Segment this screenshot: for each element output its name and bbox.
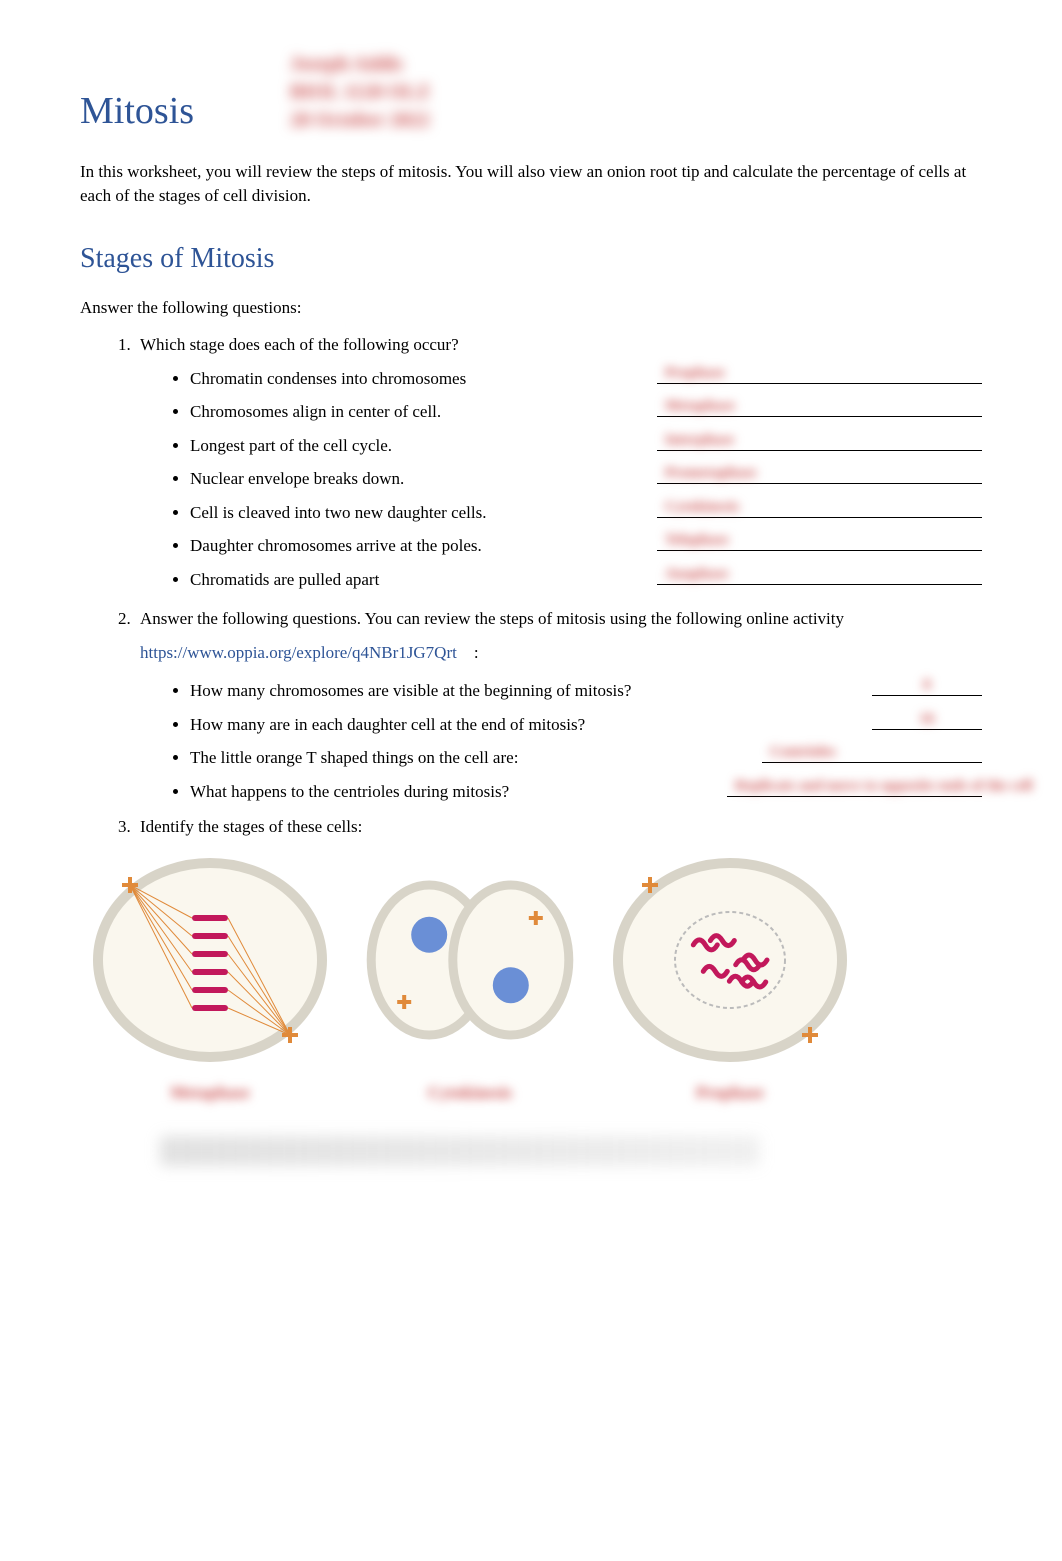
cell-stage-label-blurred: Metaphase: [80, 1080, 340, 1106]
q1-item-text: Chromatin condenses into chromosomes: [190, 366, 466, 392]
q1-item: Daughter chromosomes arrive at the poles…: [190, 533, 982, 559]
question-3: Identify the stages of these cells: Meta…: [135, 814, 982, 1106]
answer-blank: 16: [872, 712, 982, 730]
blurred-answer: Prophase: [665, 362, 725, 385]
answer-blank: Replicate and move to opposite ends of t…: [727, 779, 982, 797]
q2-item: How many are in each daughter cell at th…: [190, 712, 982, 738]
blurred-answer: 16: [920, 708, 935, 731]
q1-item: Chromosomes align in center of cell. Meta…: [190, 399, 982, 425]
cell-stage-label-blurred: Prophase: [600, 1080, 860, 1106]
q2-item-text: The little orange T shaped things on the…: [190, 745, 518, 771]
q1-item: Longest part of the cell cycle. Interphas…: [190, 433, 982, 459]
student-info-blurred: Joseph Addis BIOL 1120 OLZ 28 October 20…: [290, 50, 430, 134]
question-1: Which stage does each of the following o…: [135, 332, 982, 592]
q1-item: Nuclear envelope breaks down. Prometaphas…: [190, 466, 982, 492]
blurred-answer: Centrioles: [770, 741, 836, 764]
section-heading: Stages of Mitosis: [80, 238, 982, 280]
q1-item: Chromatin condenses into chromosomes Prop…: [190, 366, 982, 392]
answer-blank: Prometaphase: [657, 466, 982, 484]
cell-stage-label-blurred: Cytokinesis: [340, 1080, 600, 1106]
blurred-answer: 8: [923, 674, 931, 697]
answer-blank: Anaphase: [657, 567, 982, 585]
footer-blurred: [160, 1136, 760, 1166]
answer-blank: Metaphase: [657, 399, 982, 417]
q1-item-text: Daughter chromosomes arrive at the poles…: [190, 533, 482, 559]
blurred-answer: Metaphase: [665, 395, 735, 418]
q1-item: Chromatids are pulled apart Anaphase: [190, 567, 982, 593]
instruction-text: Answer the following questions:: [80, 295, 982, 321]
blurred-answer: Prometaphase: [665, 462, 756, 485]
answer-blank: Cytokinesis: [657, 500, 982, 518]
answer-blank: Telophase: [657, 533, 982, 551]
answer-blank: 8: [872, 678, 982, 696]
q2-item-text: What happens to the centrioles during mi…: [190, 779, 509, 805]
q2-item-text: How many chromosomes are visible at the …: [190, 678, 631, 704]
cell-diagram: Metaphase: [80, 855, 340, 1106]
cell-diagram: Prophase: [600, 855, 860, 1106]
activity-link[interactable]: https://www.oppia.org/explore/q4NBr1JG7Q…: [140, 643, 457, 662]
answer-blank: Prophase: [657, 366, 982, 384]
q2-item: How many chromosomes are visible at the …: [190, 678, 982, 704]
blurred-answer: Anaphase: [665, 563, 728, 586]
cell-diagram: Cytokinesis: [340, 855, 600, 1106]
answer-blank: Interphase: [657, 433, 982, 451]
q1-item: Cell is cleaved into two new daughter ce…: [190, 500, 982, 526]
q1-item-text: Nuclear envelope breaks down.: [190, 466, 404, 492]
answer-blank: Centrioles: [762, 745, 982, 763]
q1-item-text: Longest part of the cell cycle.: [190, 433, 392, 459]
q2-item: The little orange T shaped things on the…: [190, 745, 982, 771]
q2-item-text: How many are in each daughter cell at th…: [190, 712, 585, 738]
blurred-answer: Replicate and move to opposite ends of t…: [735, 775, 1032, 798]
blurred-answer: Cytokinesis: [665, 496, 739, 519]
q1-item-text: Chromosomes align in center of cell.: [190, 399, 441, 425]
q1-item-text: Chromatids are pulled apart: [190, 567, 379, 593]
q2-item: What happens to the centrioles during mi…: [190, 779, 982, 805]
page-title: Mitosis: [80, 83, 194, 140]
intro-paragraph: In this worksheet, you will review the s…: [80, 160, 982, 208]
blurred-answer: Interphase: [665, 429, 734, 452]
question-2: Answer the following questions. You can …: [135, 602, 982, 804]
blurred-answer: Telophase: [665, 529, 729, 552]
q1-item-text: Cell is cleaved into two new daughter ce…: [190, 500, 486, 526]
